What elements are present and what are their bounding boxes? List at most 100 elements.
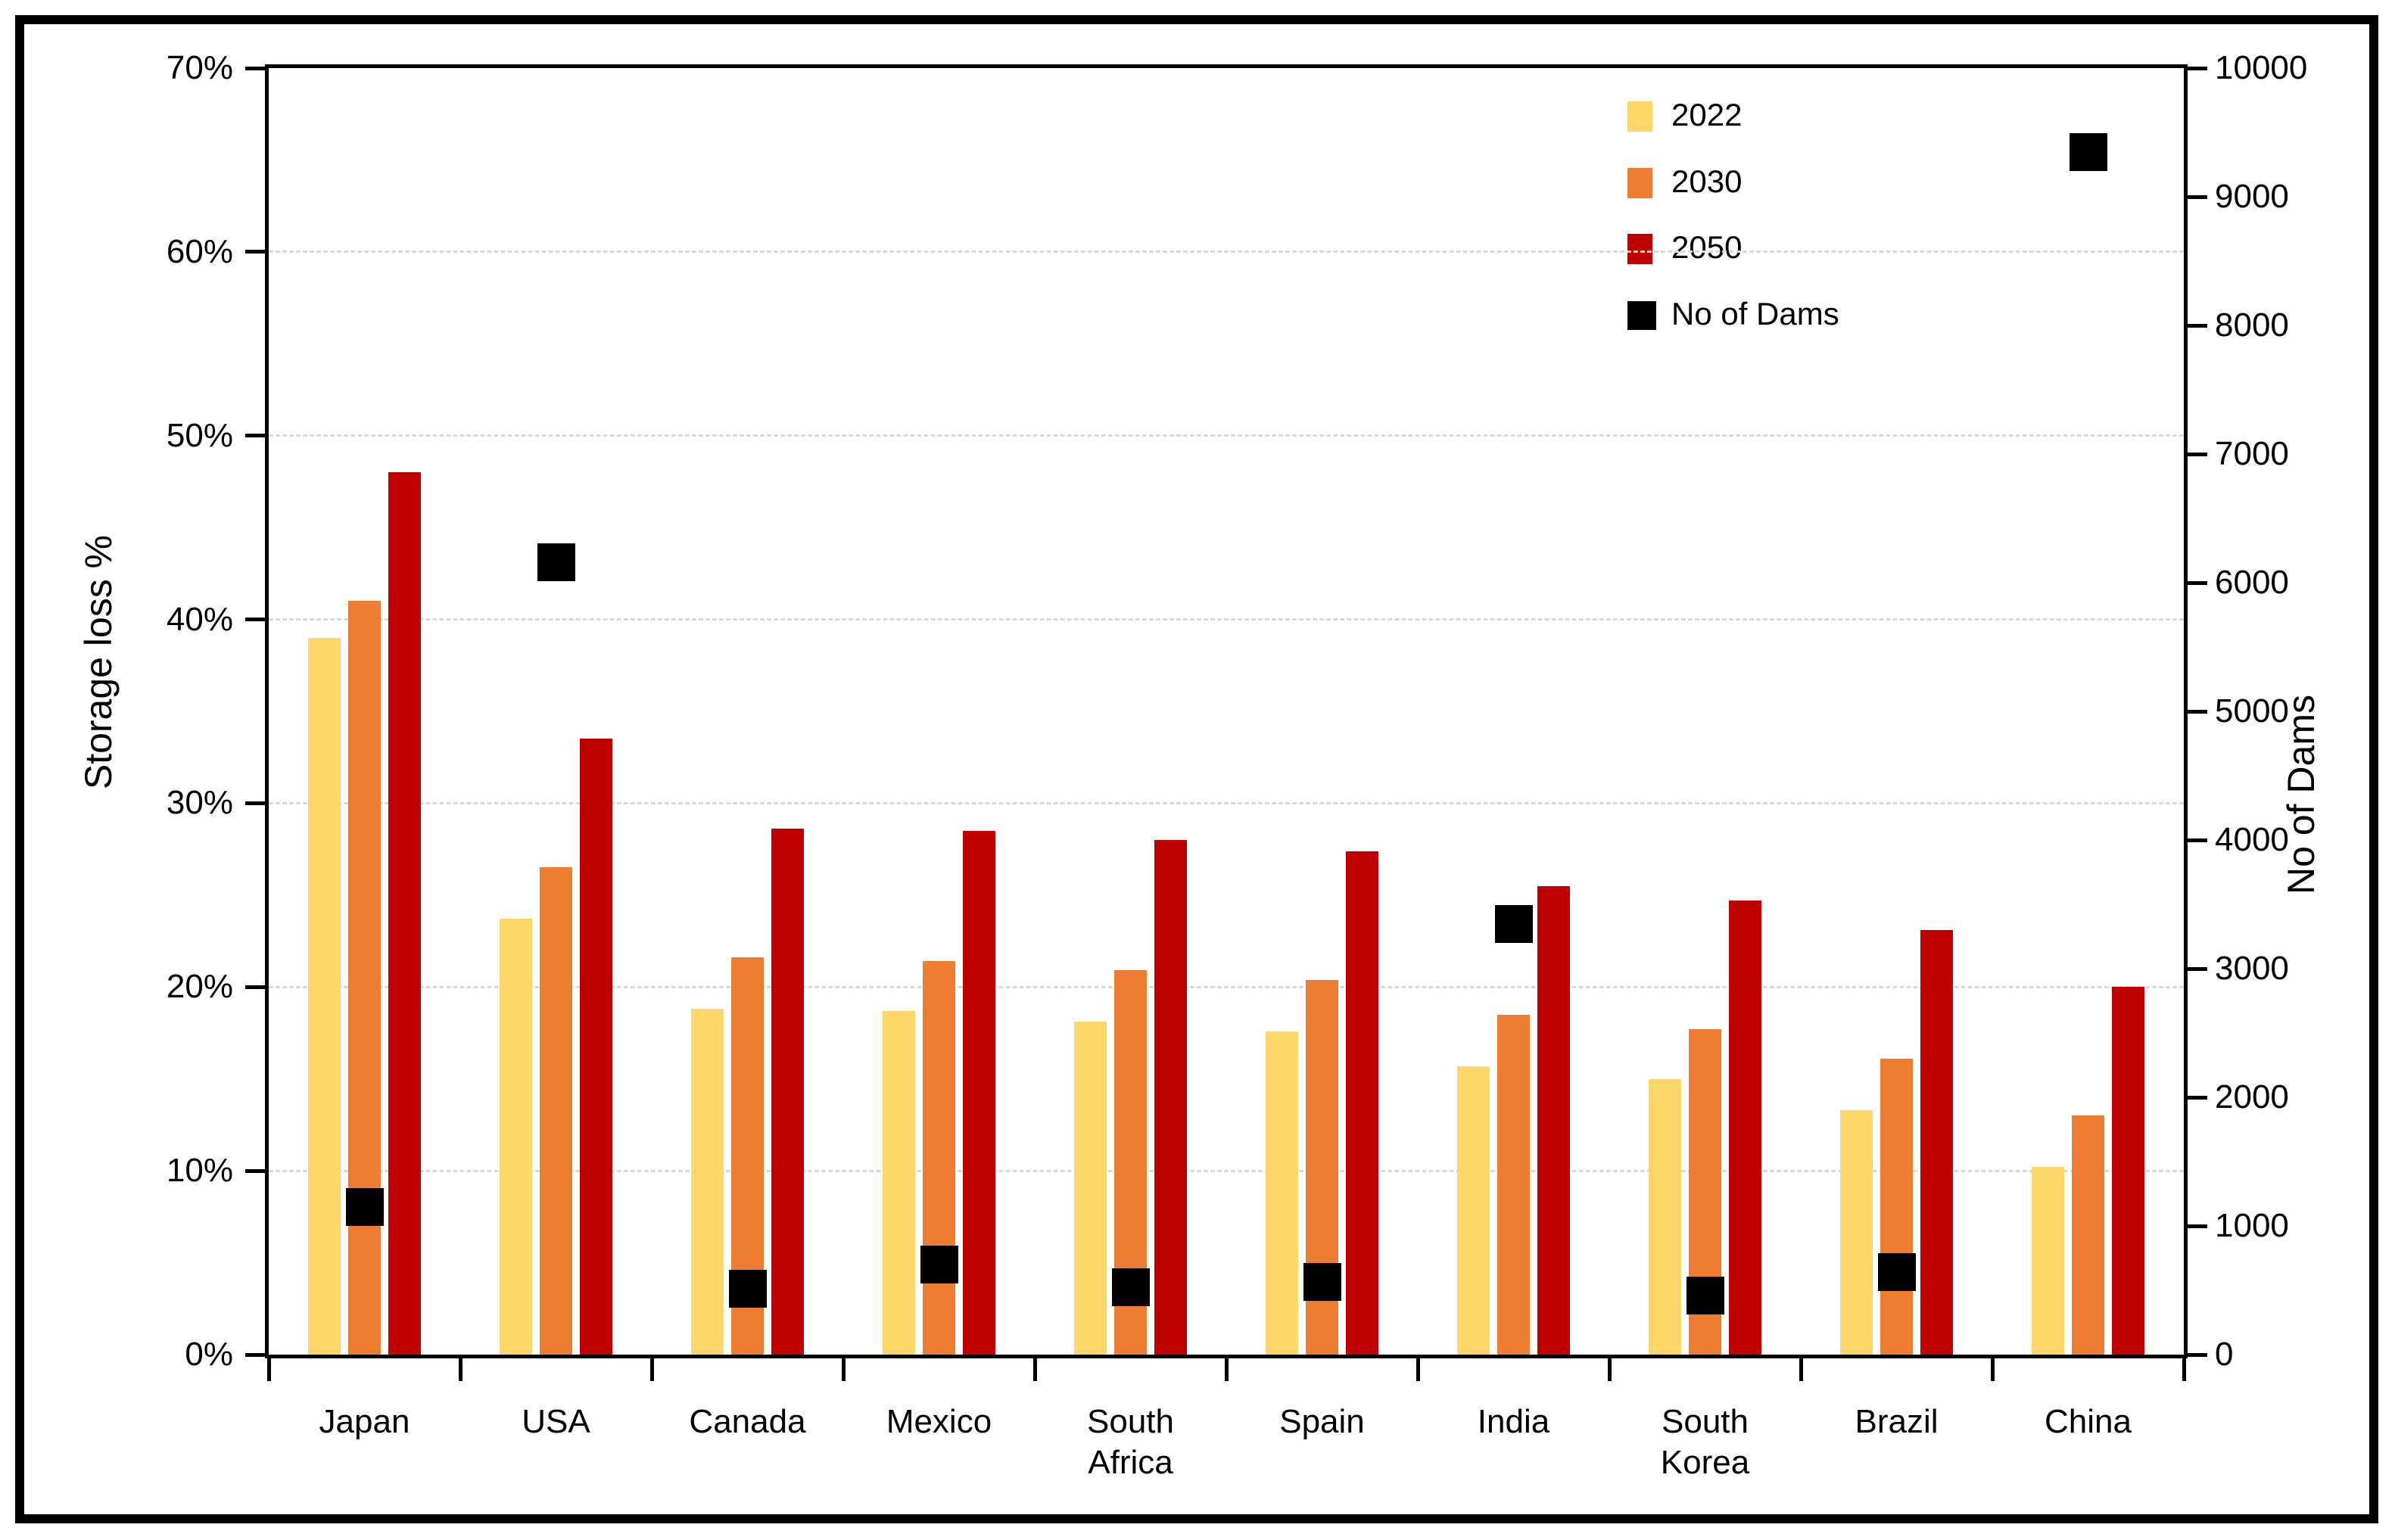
legend-color-swatch-icon: [1627, 167, 1652, 198]
gridline-60pct: [269, 250, 2184, 254]
x-category-label-canada: Canada: [689, 1403, 806, 1440]
bar-2050-usa: [580, 739, 612, 1355]
gridline-50pct: [269, 434, 2184, 437]
gridline-40pct: [269, 618, 2184, 621]
bar-2030-mexico: [923, 961, 955, 1355]
y-right-tick-label: 10000: [2215, 49, 2308, 86]
bar-2030-brazil: [1880, 1059, 1913, 1355]
bar-2022-mexico: [883, 1010, 915, 1355]
legend-label: 2030: [1671, 163, 1743, 199]
legend-color-swatch-icon: [1627, 234, 1652, 264]
marker-no-of-dams-mexico: [920, 1246, 958, 1283]
y-right-tick-label: 2000: [2215, 1078, 2289, 1115]
left-axis-title: Storage loss %: [77, 534, 120, 790]
x-category-label-china: China: [2045, 1403, 2132, 1440]
y-right-tick: [2188, 580, 2207, 585]
x-category-label-india: India: [1477, 1403, 1550, 1440]
x-category-label-spain: Spain: [1279, 1403, 1365, 1440]
bar-2022-japan: [308, 637, 341, 1355]
y-right-tick: [2188, 838, 2207, 842]
bar-2022-usa: [500, 919, 532, 1355]
x-category-label-usa: USA: [522, 1403, 590, 1440]
y-left-tick-label: 60%: [166, 232, 233, 270]
y-right-tick: [2188, 194, 2207, 199]
bar-2030-india: [1497, 1014, 1530, 1355]
bar-2050-south-korea: [1729, 901, 1761, 1355]
bar-2050-brazil: [1920, 930, 1953, 1355]
bar-2022-canada: [691, 1009, 724, 1355]
bar-2050-south-africa: [1154, 840, 1187, 1355]
x-category-label-mexico: Mexico: [886, 1403, 992, 1440]
figure-border: [15, 15, 2378, 1523]
bar-2030-china: [2072, 1115, 2104, 1355]
x-category-label-brazil: Brazil: [1855, 1403, 1939, 1440]
y-right-tick: [2188, 966, 2207, 971]
plot-area: [265, 64, 2188, 1358]
x-axis-tick: [1990, 1358, 1995, 1381]
x-axis-tick: [1799, 1358, 1803, 1381]
y-left-tick-label: 0%: [185, 1336, 233, 1373]
y-left-tick-label: 50%: [166, 416, 233, 454]
y-left-tick: [245, 618, 265, 622]
bar-2050-canada: [771, 829, 804, 1355]
y-right-tick: [2188, 1224, 2207, 1228]
marker-no-of-dams-usa: [537, 543, 575, 581]
marker-no-of-dams-japan: [345, 1187, 384, 1226]
y-left-tick: [245, 434, 265, 438]
bar-2050-mexico: [963, 830, 995, 1355]
bar-2022-brazil: [1840, 1110, 1873, 1355]
x-category-label-south-korea: South Korea: [1660, 1403, 1750, 1481]
gridline-20pct: [269, 985, 2184, 988]
x-axis-tick: [1607, 1358, 1612, 1381]
bar-2050-spain: [1346, 851, 1378, 1355]
bar-2022-india: [1457, 1066, 1490, 1355]
x-axis-tick: [2182, 1358, 2186, 1381]
x-category-label-south-africa: South Africa: [1087, 1403, 1174, 1481]
y-left-tick-label: 30%: [166, 784, 233, 822]
marker-no-of-dams-south-africa: [1111, 1268, 1150, 1306]
marker-no-of-dams-brazil: [1877, 1253, 1916, 1292]
legend-color-swatch-icon: [1627, 101, 1652, 132]
y-right-tick: [2188, 709, 2207, 714]
y-left-tick: [245, 985, 265, 989]
marker-no-of-dams-india: [1494, 905, 1533, 944]
x-axis-tick: [841, 1358, 846, 1381]
x-axis-tick: [1224, 1358, 1229, 1381]
bar-2050-china: [2112, 987, 2144, 1355]
x-axis-tick: [266, 1358, 271, 1381]
y-right-tick: [2188, 1095, 2207, 1100]
y-left-tick-label: 20%: [166, 968, 233, 1006]
y-right-tick: [2188, 66, 2207, 70]
marker-no-of-dams-south-korea: [1686, 1276, 1724, 1314]
y-left-tick: [245, 66, 265, 70]
y-right-tick-label: 7000: [2215, 435, 2289, 472]
y-left-tick: [245, 1168, 265, 1173]
bar-2050-india: [1537, 885, 1570, 1355]
gridline-30pct: [269, 801, 2184, 804]
y-right-tick-label: 6000: [2215, 564, 2289, 601]
x-axis-tick: [649, 1358, 654, 1381]
bar-2050-japan: [388, 472, 421, 1355]
bar-2022-south-africa: [1074, 1022, 1107, 1355]
y-right-tick-label: 0: [2215, 1336, 2234, 1373]
bar-2022-south-korea: [1649, 1078, 1681, 1355]
x-category-label-japan: Japan: [319, 1403, 410, 1440]
y-left-tick: [245, 1352, 265, 1357]
y-right-tick-label: 8000: [2215, 306, 2289, 344]
y-right-tick-label: 5000: [2215, 692, 2289, 730]
y-right-tick: [2188, 1352, 2207, 1357]
y-right-tick: [2188, 452, 2207, 456]
bar-2030-usa: [540, 867, 572, 1355]
bar-2030-japan: [348, 601, 381, 1355]
y-left-tick: [245, 801, 265, 805]
bar-2022-spain: [1266, 1031, 1298, 1355]
legend-label: 2022: [1671, 97, 1743, 132]
y-right-tick-label: 3000: [2215, 950, 2289, 987]
legend-label: 2050: [1671, 229, 1743, 265]
y-right-tick-label: 9000: [2215, 178, 2289, 215]
marker-no-of-dams-spain: [1303, 1262, 1341, 1301]
marker-no-of-dams-china: [2069, 132, 2107, 171]
y-left-tick-label: 40%: [166, 600, 233, 638]
y-right-tick-label: 1000: [2215, 1207, 2289, 1244]
